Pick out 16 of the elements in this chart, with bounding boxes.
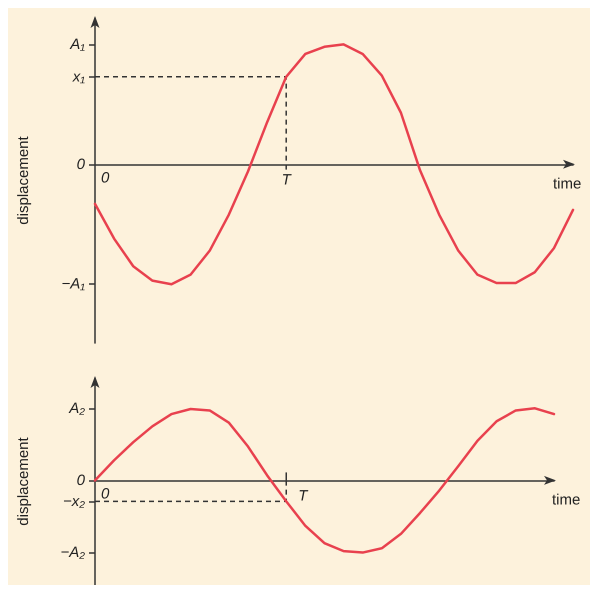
y-axis-title: displacement bbox=[15, 135, 32, 225]
text: A₂ bbox=[68, 400, 86, 417]
text: −x₂ bbox=[63, 492, 86, 510]
annotation: 0 bbox=[101, 169, 110, 186]
x-axis-title: time bbox=[553, 175, 582, 192]
text: 0 bbox=[76, 156, 86, 173]
text: A₁ bbox=[69, 36, 86, 53]
x-axis-title: time bbox=[552, 491, 580, 508]
text: 0 bbox=[76, 472, 86, 489]
annotation: T bbox=[282, 171, 293, 188]
annotation: T bbox=[298, 487, 310, 504]
text: −A₂ bbox=[60, 544, 86, 562]
annotation: 0 bbox=[101, 485, 110, 502]
y-axis-title: displacement bbox=[15, 436, 32, 526]
text: x₁ bbox=[72, 68, 86, 86]
text: −A₁ bbox=[62, 276, 86, 293]
